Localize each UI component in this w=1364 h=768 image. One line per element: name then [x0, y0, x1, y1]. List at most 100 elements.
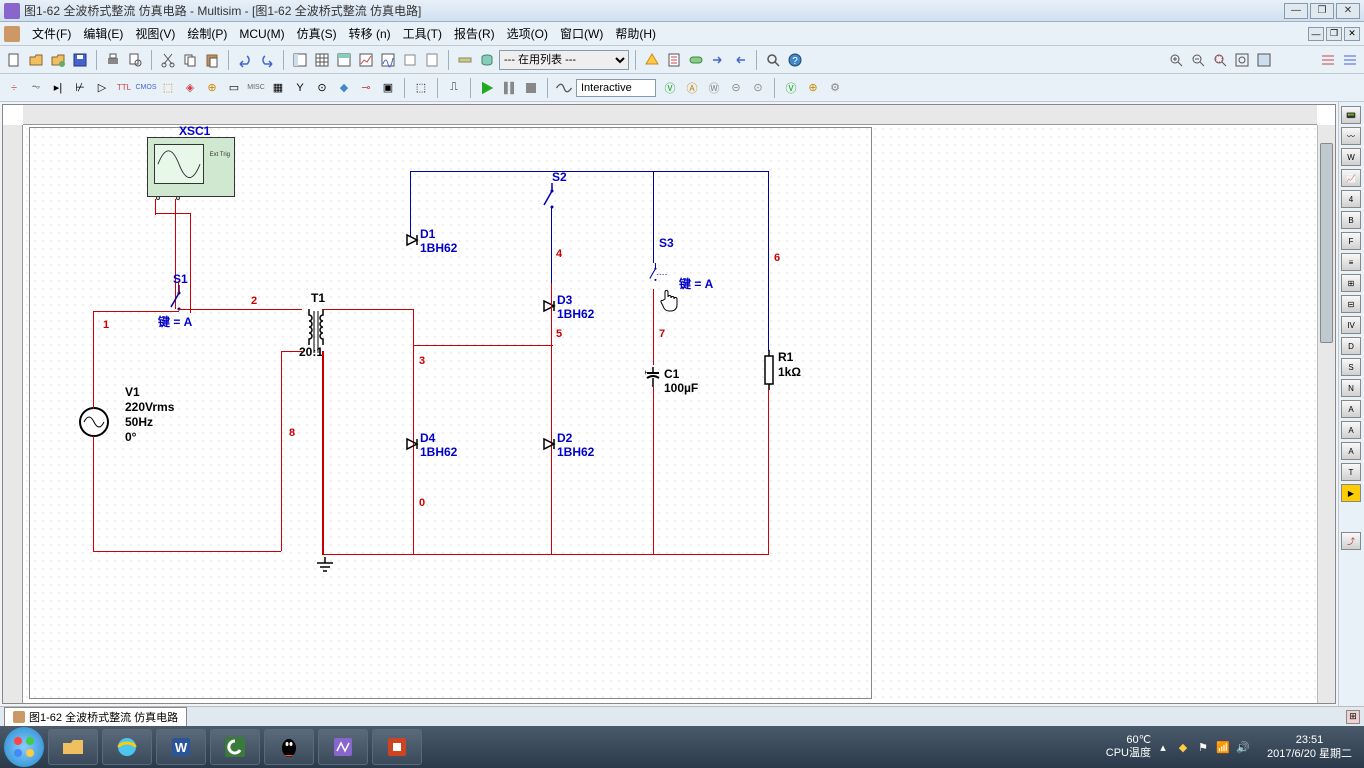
tray-network-icon[interactable]: 📶: [1215, 739, 1231, 755]
instrument-current-probe[interactable]: ⤴: [1341, 532, 1361, 550]
taskbar-camtasia[interactable]: [210, 729, 260, 765]
instrument-freq[interactable]: F: [1341, 232, 1361, 250]
place-mixed[interactable]: ◈: [180, 78, 200, 98]
paste-button[interactable]: [202, 50, 222, 70]
database-mgr[interactable]: [477, 50, 497, 70]
back-annotate[interactable]: [730, 50, 750, 70]
instrument-agilent-mm[interactable]: A: [1341, 421, 1361, 439]
pause-button[interactable]: [499, 78, 519, 98]
tray-shield-icon[interactable]: ◆: [1175, 739, 1191, 755]
mdi-close[interactable]: ✕: [1344, 27, 1360, 41]
maximize-button[interactable]: ❐: [1310, 3, 1334, 19]
zoom-area-button[interactable]: [1210, 50, 1230, 70]
instrument-bode[interactable]: B: [1341, 211, 1361, 229]
instrument-iv[interactable]: IV: [1341, 316, 1361, 334]
place-rf[interactable]: Y: [290, 78, 310, 98]
probe-v[interactable]: Ⓥ: [660, 78, 680, 98]
sheet-tab[interactable]: 图1-62 全波桥式整流 仿真电路: [4, 707, 187, 726]
menu-view[interactable]: 视图(V): [129, 23, 181, 44]
place-cmos[interactable]: CMOS: [136, 78, 156, 98]
vertical-scrollbar[interactable]: [1317, 125, 1335, 703]
instrument-distortion[interactable]: D: [1341, 337, 1361, 355]
diode-d2[interactable]: [540, 437, 560, 451]
diode-d1[interactable]: [403, 233, 423, 247]
menu-file[interactable]: 文件(F): [26, 23, 77, 44]
menu-place[interactable]: 绘制(P): [181, 23, 233, 44]
fullscreen-button[interactable]: [1254, 50, 1274, 70]
place-connector[interactable]: ⊸: [356, 78, 376, 98]
menu-options[interactable]: 选项(O): [501, 23, 554, 44]
probe-va[interactable]: ⊕: [803, 78, 823, 98]
taskbar-explorer[interactable]: [48, 729, 98, 765]
toggle-spreadsheet[interactable]: [312, 50, 332, 70]
place-misc-digital[interactable]: ⬚: [158, 78, 178, 98]
menu-simulate[interactable]: 仿真(S): [291, 23, 343, 44]
instrument-scope[interactable]: 📈: [1341, 169, 1361, 187]
place-mcu[interactable]: ▣: [378, 78, 398, 98]
place-power[interactable]: ▭: [224, 78, 244, 98]
instrument-labview[interactable]: ▶: [1341, 484, 1361, 502]
mdi-restore[interactable]: ❐: [1326, 27, 1342, 41]
instrument-logic-ana[interactable]: ⊟: [1341, 295, 1361, 313]
netlist-button[interactable]: [664, 50, 684, 70]
erc-button[interactable]: [642, 50, 662, 70]
analysis-button[interactable]: [554, 78, 574, 98]
stop-button[interactable]: [521, 78, 541, 98]
instrument-network[interactable]: N: [1341, 379, 1361, 397]
interactive-field[interactable]: [576, 79, 656, 97]
menu-reports[interactable]: 报告(R): [448, 23, 501, 44]
open-button[interactable]: [26, 50, 46, 70]
database-button[interactable]: [334, 50, 354, 70]
place-diode[interactable]: ▸|: [48, 78, 68, 98]
taskbar-recorder[interactable]: [372, 729, 422, 765]
taskbar-qq[interactable]: [264, 729, 314, 765]
switch-s1[interactable]: [167, 285, 191, 305]
start-button[interactable]: [4, 727, 44, 767]
instrument-agilent-fg[interactable]: A: [1341, 400, 1361, 418]
component-wizard[interactable]: [455, 50, 475, 70]
place-source[interactable]: ÷: [4, 78, 24, 98]
place-advanced[interactable]: ▦: [268, 78, 288, 98]
place-electromech[interactable]: ⊙: [312, 78, 332, 98]
place-misc[interactable]: MISC: [246, 78, 266, 98]
taskbar-ie[interactable]: [102, 729, 152, 765]
hier-button-1[interactable]: [1318, 50, 1338, 70]
zoom-fit-button[interactable]: [1232, 50, 1252, 70]
open-sample-button[interactable]: [48, 50, 68, 70]
menu-window[interactable]: 窗口(W): [554, 23, 609, 44]
place-basic[interactable]: ⏦: [26, 78, 46, 98]
instrument-4scope[interactable]: 4: [1341, 190, 1361, 208]
probe-w[interactable]: Ⓦ: [704, 78, 724, 98]
grapher-button[interactable]: [356, 50, 376, 70]
new-button[interactable]: [4, 50, 24, 70]
ground[interactable]: [315, 557, 335, 573]
system-tray[interactable]: 60℃ CPU温度 ▴ ◆ ⚑ 📶 🔊: [1098, 734, 1259, 760]
menu-mcu[interactable]: MCU(M): [233, 25, 290, 43]
instrument-multimeter[interactable]: 📟: [1341, 106, 1361, 124]
taskbar-clock[interactable]: 23:51 2017/6/20 星期二: [1259, 733, 1360, 762]
instrument-spectrum[interactable]: S: [1341, 358, 1361, 376]
resistor-r1[interactable]: [762, 350, 776, 390]
zoom-out-button[interactable]: [1188, 50, 1208, 70]
taskbar-multisim[interactable]: [318, 729, 368, 765]
save-button[interactable]: [70, 50, 90, 70]
probe-ref[interactable]: ⊙: [748, 78, 768, 98]
probe-a[interactable]: Ⓐ: [682, 78, 702, 98]
schematic-canvas[interactable]: XSC1 Ext Trig S2: [23, 125, 1317, 703]
tab-close-icon[interactable]: ⊞: [1346, 710, 1360, 724]
place-transistor[interactable]: ⊬: [70, 78, 90, 98]
copy-button[interactable]: [180, 50, 200, 70]
cut-button[interactable]: [158, 50, 178, 70]
switch-s2[interactable]: [540, 183, 564, 203]
place-hier-block[interactable]: ⬚: [411, 78, 431, 98]
run-button[interactable]: [477, 78, 497, 98]
mdi-minimize[interactable]: —: [1308, 27, 1324, 41]
menu-transfer[interactable]: 转移 (n): [343, 23, 397, 44]
inuse-list-dropdown[interactable]: --- 在用列表 ---: [499, 50, 629, 70]
taskbar-word[interactable]: W: [156, 729, 206, 765]
oscilloscope[interactable]: Ext Trig: [147, 137, 235, 197]
probe-diff[interactable]: ⊝: [726, 78, 746, 98]
print-button[interactable]: [103, 50, 123, 70]
switch-s3[interactable]: [647, 263, 671, 283]
report-button[interactable]: [422, 50, 442, 70]
